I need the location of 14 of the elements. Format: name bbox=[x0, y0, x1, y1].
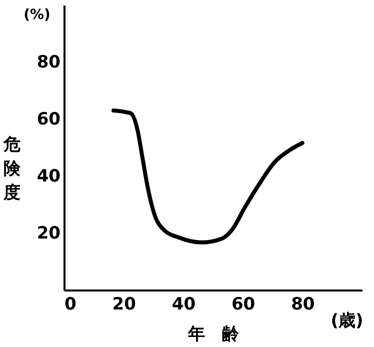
x-tick-label: 20 bbox=[112, 294, 136, 314]
y-tick-label: 20 bbox=[36, 224, 61, 244]
x-tick-label: 60 bbox=[231, 294, 256, 314]
x-tick-label: 80 bbox=[291, 294, 315, 314]
x-axis-title: 年 齢 bbox=[187, 324, 240, 344]
x-tick-label: 40 bbox=[172, 294, 196, 314]
text: (歳) bbox=[330, 311, 364, 331]
text: (%) bbox=[24, 7, 50, 23]
x-tick-label: 0 bbox=[64, 294, 76, 314]
y-tick-label: 80 bbox=[36, 52, 61, 72]
y-axis-title: 危険度 bbox=[2, 135, 22, 203]
y-tick-label: 40 bbox=[36, 166, 61, 186]
line-series bbox=[111, 108, 304, 244]
y-tick-label: 60 bbox=[36, 110, 61, 130]
